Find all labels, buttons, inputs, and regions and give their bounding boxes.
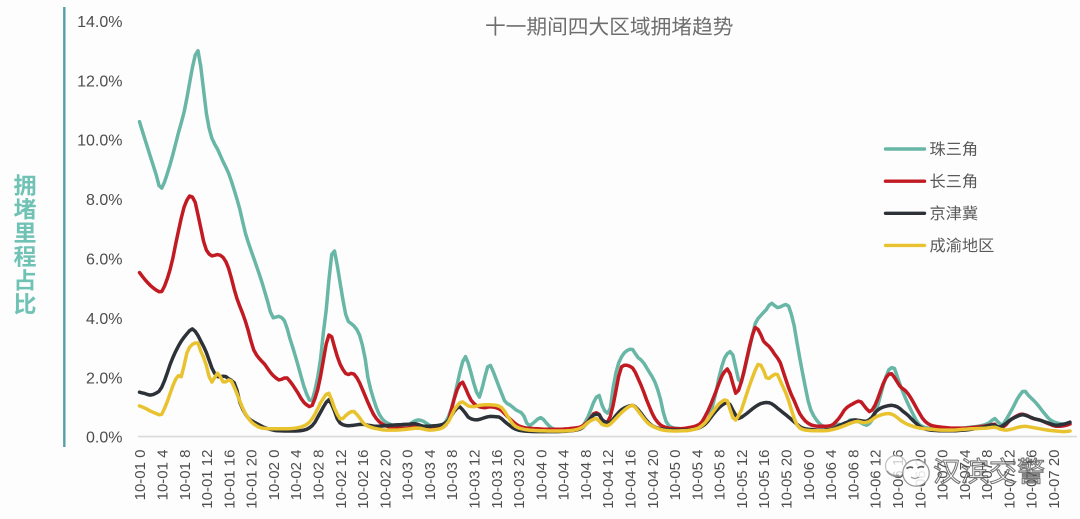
svg-text:12.0%: 12.0% bbox=[77, 73, 122, 90]
svg-text:4.0%: 4.0% bbox=[86, 311, 122, 328]
svg-text:10-05 4: 10-05 4 bbox=[689, 450, 706, 501]
svg-text:10-05 16: 10-05 16 bbox=[756, 450, 773, 509]
svg-text:2.0%: 2.0% bbox=[86, 370, 122, 387]
svg-text:10-02 0: 10-02 0 bbox=[266, 450, 283, 501]
svg-text:10-01 16: 10-01 16 bbox=[221, 450, 238, 509]
svg-text:10-05 8: 10-05 8 bbox=[712, 450, 729, 501]
svg-text:10-01 0: 10-01 0 bbox=[132, 450, 149, 501]
svg-text:10-01 12: 10-01 12 bbox=[199, 450, 216, 509]
svg-text:10.0%: 10.0% bbox=[77, 133, 122, 150]
svg-text:10-02 8: 10-02 8 bbox=[311, 450, 328, 501]
svg-text:10-03 8: 10-03 8 bbox=[444, 450, 461, 501]
svg-text:10-04 16: 10-04 16 bbox=[623, 450, 640, 509]
svg-text:14.0%: 14.0% bbox=[77, 14, 122, 31]
svg-text:10-05 12: 10-05 12 bbox=[734, 450, 751, 509]
svg-text:10-03 16: 10-03 16 bbox=[489, 450, 506, 509]
svg-text:10-04 0: 10-04 0 bbox=[533, 450, 550, 501]
svg-text:10-06 8: 10-06 8 bbox=[845, 450, 862, 501]
svg-text:10-01 4: 10-01 4 bbox=[155, 450, 172, 501]
svg-text:10-02 4: 10-02 4 bbox=[288, 450, 305, 501]
svg-text:10-06 12: 10-06 12 bbox=[868, 450, 885, 509]
svg-text:10-04 4: 10-04 4 bbox=[556, 450, 573, 501]
svg-text:0.0%: 0.0% bbox=[86, 430, 122, 447]
svg-text:10-01 20: 10-01 20 bbox=[244, 450, 261, 509]
svg-text:6.0%: 6.0% bbox=[86, 252, 122, 269]
svg-text:10-01 8: 10-01 8 bbox=[177, 450, 194, 501]
svg-text:10-03 12: 10-03 12 bbox=[467, 450, 484, 509]
svg-text:8.0%: 8.0% bbox=[86, 192, 122, 209]
svg-text:10-04 20: 10-04 20 bbox=[645, 450, 662, 509]
svg-text:10-02 20: 10-02 20 bbox=[377, 450, 394, 509]
svg-text:10-03 4: 10-03 4 bbox=[422, 450, 439, 501]
svg-text:10-02 16: 10-02 16 bbox=[355, 450, 372, 509]
svg-text:10-05 0: 10-05 0 bbox=[667, 450, 684, 501]
svg-text:10-02 12: 10-02 12 bbox=[333, 450, 350, 509]
svg-text:10-06 4: 10-06 4 bbox=[823, 450, 840, 501]
svg-text:10-03 0: 10-03 0 bbox=[400, 450, 417, 501]
svg-text:10-04 8: 10-04 8 bbox=[578, 450, 595, 501]
svg-text:10-05 20: 10-05 20 bbox=[779, 450, 796, 509]
svg-text:10-04 12: 10-04 12 bbox=[600, 450, 617, 509]
svg-text:10-06 0: 10-06 0 bbox=[801, 450, 818, 501]
svg-text:10-07 20: 10-07 20 bbox=[1046, 450, 1063, 509]
svg-text:10-03 20: 10-03 20 bbox=[511, 450, 528, 509]
